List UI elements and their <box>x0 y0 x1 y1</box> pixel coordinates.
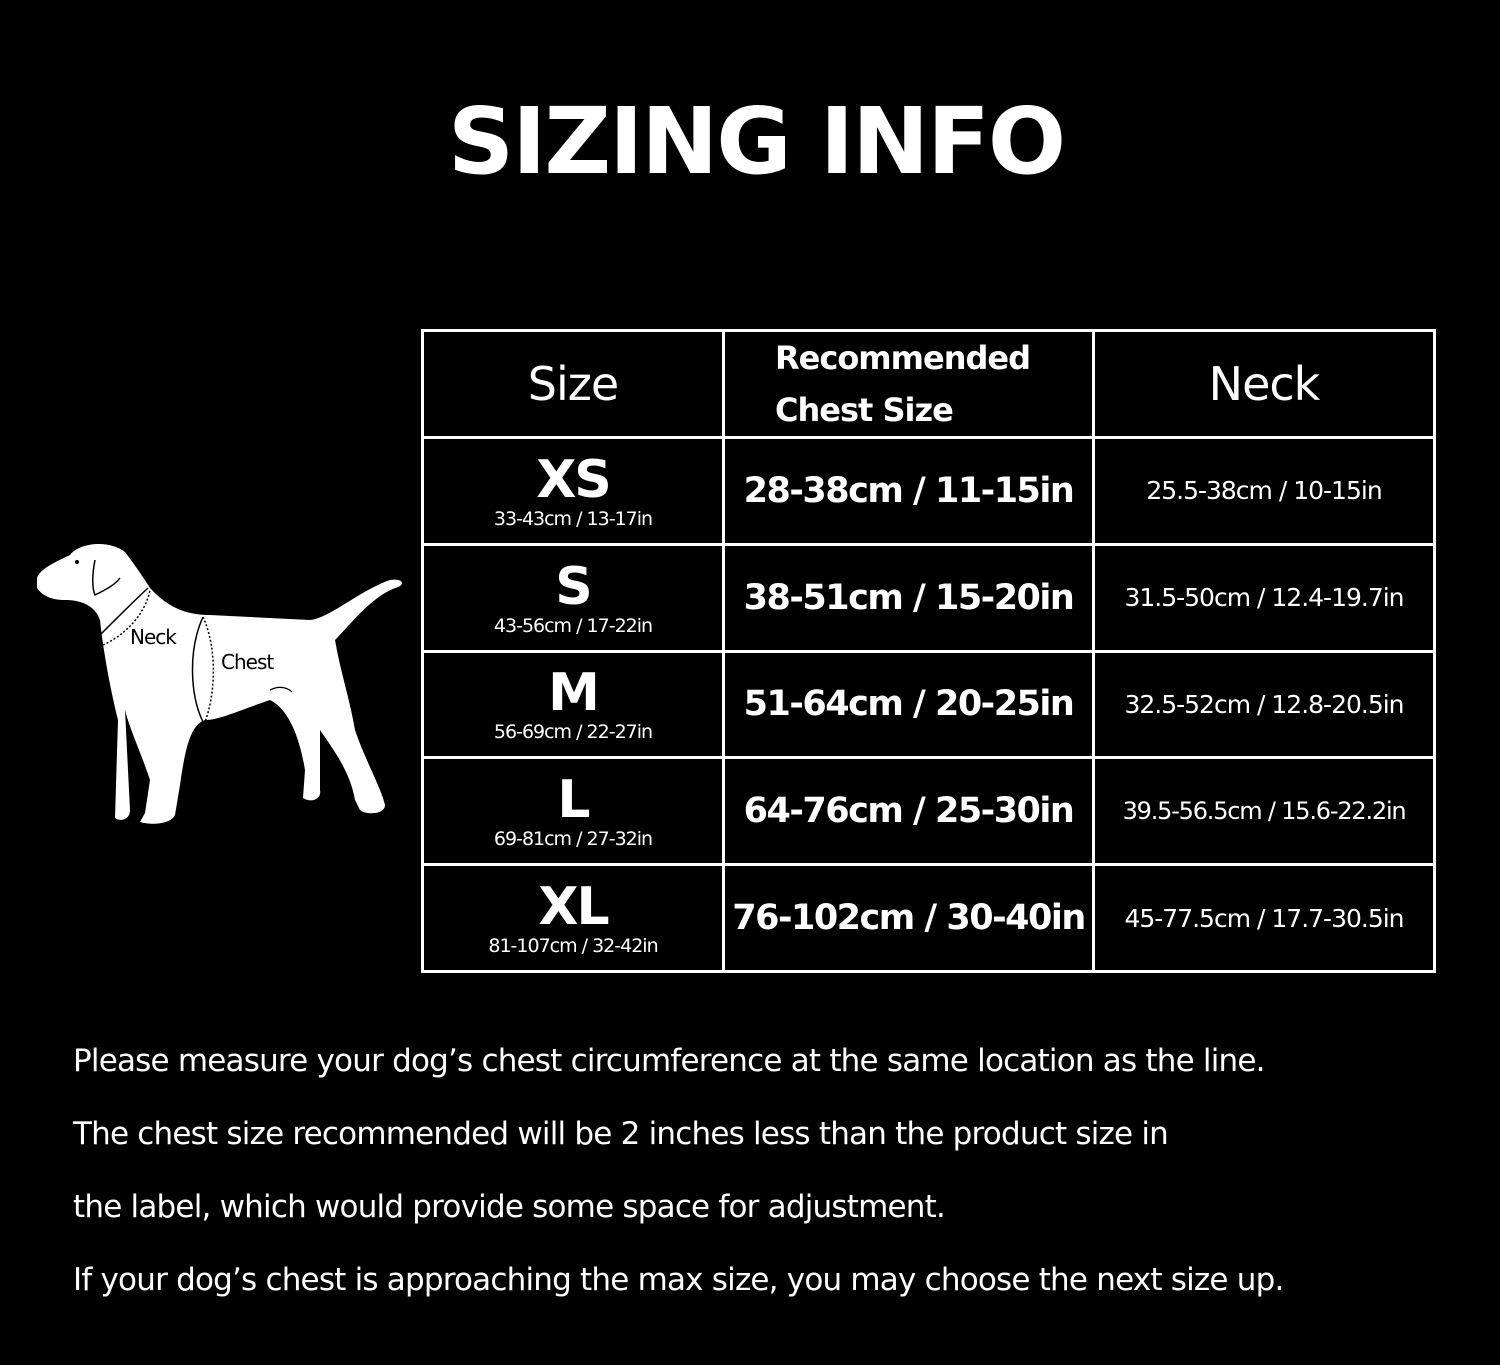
note-line: If your dog’s chest is approaching the m… <box>73 1262 1284 1298</box>
header-chest-line2: Chest Size <box>775 391 954 429</box>
chest-cell: 76-102cm / 30-40in <box>722 863 1095 973</box>
table-row: XL 81-107cm / 32-42in 76-102cm / 30-40in … <box>421 863 1436 973</box>
product-size: 81-107cm / 32-42in <box>488 935 658 958</box>
header-neck: Neck <box>1092 329 1436 439</box>
table-row: XS 33-43cm / 13-17in 28-38cm / 11-15in 25… <box>421 436 1436 546</box>
header-chest-line1: Recommended <box>775 339 1031 377</box>
product-size: 33-43cm / 13-17in <box>493 507 653 530</box>
note-line: The chest size recommended will be 2 inc… <box>73 1116 1169 1152</box>
table-row: S 43-56cm / 17-22in 38-51cm / 15-20in 31.… <box>421 542 1436 653</box>
table-row: M 56-69cm / 22-27in 51-64cm / 20-25in 32.… <box>421 649 1436 760</box>
product-size: 69-81cm / 27-32in <box>493 828 653 851</box>
size-cell: L 69-81cm / 27-32in <box>421 756 725 867</box>
product-size: 43-56cm / 17-22in <box>493 614 653 637</box>
sizing-notes: Please measure your dog’s chest circumfe… <box>73 1038 1284 1330</box>
note-line: Please measure your dog’s chest circumfe… <box>73 1043 1266 1079</box>
neck-cell: 39.5-56.5cm / 15.6-22.2in <box>1092 756 1436 867</box>
neck-cell: 25.5-38cm / 10-15in <box>1092 436 1436 546</box>
neck-cell: 31.5-50cm / 12.4-19.7in <box>1092 542 1436 653</box>
size-label: M <box>548 663 600 724</box>
note-line: the label, which would provide some spac… <box>73 1189 946 1225</box>
size-label: L <box>557 770 590 831</box>
chest-cell: 28-38cm / 11-15in <box>722 436 1095 546</box>
size-label: XL <box>538 877 609 938</box>
chest-label: Chest <box>221 650 274 674</box>
table-row: L 69-81cm / 27-32in 64-76cm / 25-30in 39.… <box>421 756 1436 867</box>
neck-cell: 45-77.5cm / 17.7-30.5in <box>1092 863 1436 973</box>
chest-cell: 51-64cm / 20-25in <box>722 649 1095 760</box>
size-cell: S 43-56cm / 17-22in <box>421 542 725 653</box>
size-label: S <box>555 556 592 617</box>
neck-label: Neck <box>130 625 177 649</box>
table-header-row: Size Recommended Chest Size Neck <box>421 329 1436 439</box>
chest-cell: 64-76cm / 25-30in <box>722 756 1095 867</box>
size-table: Size Recommended Chest Size Neck XS 33-43… <box>421 329 1436 973</box>
size-label: XS <box>536 449 612 510</box>
neck-cell: 32.5-52cm / 12.8-20.5in <box>1092 649 1436 760</box>
chest-cell: 38-51cm / 15-20in <box>722 542 1095 653</box>
size-cell: M 56-69cm / 22-27in <box>421 649 725 760</box>
header-size: Size <box>421 329 725 439</box>
dog-silhouette <box>37 544 402 824</box>
size-cell: XL 81-107cm / 32-42in <box>421 863 725 973</box>
dog-measurement-diagram: Neck Chest <box>37 544 402 824</box>
page-title: SIZING INFO <box>447 88 1066 195</box>
header-chest: Recommended Chest Size <box>722 329 1095 439</box>
size-cell: XS 33-43cm / 13-17in <box>421 436 725 546</box>
product-size: 56-69cm / 22-27in <box>493 721 653 744</box>
